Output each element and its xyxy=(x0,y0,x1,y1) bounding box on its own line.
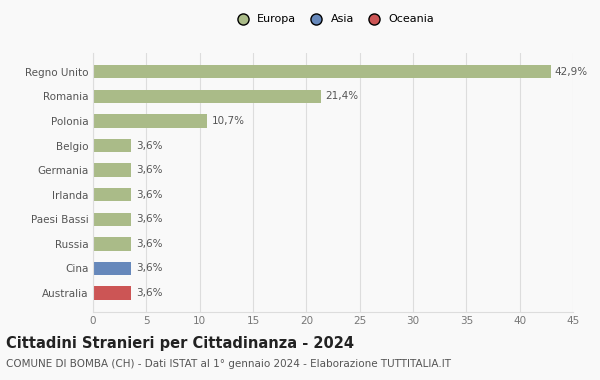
Text: 3,6%: 3,6% xyxy=(136,288,162,298)
Legend: Europa, Asia, Oceania: Europa, Asia, Oceania xyxy=(229,12,437,27)
Text: 3,6%: 3,6% xyxy=(136,239,162,249)
Bar xyxy=(93,286,131,300)
Text: 3,6%: 3,6% xyxy=(136,165,162,175)
Bar xyxy=(93,90,321,103)
Bar xyxy=(93,65,551,79)
Text: 3,6%: 3,6% xyxy=(136,214,162,224)
Text: 42,9%: 42,9% xyxy=(555,67,588,77)
Bar xyxy=(93,262,131,275)
Bar xyxy=(93,163,131,177)
Text: Cittadini Stranieri per Cittadinanza - 2024: Cittadini Stranieri per Cittadinanza - 2… xyxy=(6,336,354,351)
Text: 3,6%: 3,6% xyxy=(136,190,162,200)
Bar xyxy=(93,188,131,201)
Text: COMUNE DI BOMBA (CH) - Dati ISTAT al 1° gennaio 2024 - Elaborazione TUTTITALIA.I: COMUNE DI BOMBA (CH) - Dati ISTAT al 1° … xyxy=(6,359,451,369)
Bar xyxy=(93,237,131,251)
Bar xyxy=(93,212,131,226)
Text: 3,6%: 3,6% xyxy=(136,141,162,150)
Text: 21,4%: 21,4% xyxy=(326,91,359,101)
Bar xyxy=(93,139,131,152)
Text: 3,6%: 3,6% xyxy=(136,263,162,274)
Bar xyxy=(93,114,207,128)
Text: 10,7%: 10,7% xyxy=(211,116,244,126)
